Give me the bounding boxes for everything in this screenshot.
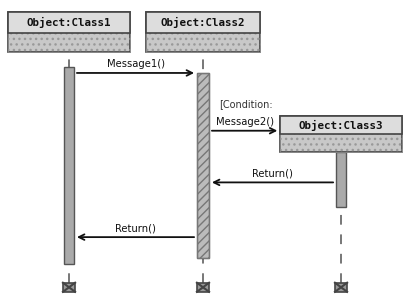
Bar xyxy=(146,12,259,52)
Text: Object:Class1: Object:Class1 xyxy=(27,17,111,28)
Bar xyxy=(196,283,209,292)
Bar xyxy=(64,67,74,264)
Text: Message1(): Message1() xyxy=(106,59,164,69)
Bar xyxy=(63,283,75,292)
Text: Return(): Return() xyxy=(115,223,156,233)
Bar xyxy=(146,12,259,33)
Text: Object:Class3: Object:Class3 xyxy=(298,119,382,130)
Text: Message2(): Message2() xyxy=(215,117,273,127)
Bar xyxy=(8,12,130,52)
Bar xyxy=(146,12,259,52)
Bar xyxy=(279,116,401,152)
Bar xyxy=(8,12,130,52)
Text: [Condition:: [Condition: xyxy=(219,99,272,109)
Bar xyxy=(8,12,130,33)
Bar xyxy=(334,283,346,292)
Bar xyxy=(196,73,209,258)
Bar xyxy=(196,73,209,258)
Text: Return(): Return() xyxy=(252,169,292,179)
Bar xyxy=(279,116,401,134)
Text: Object:Class2: Object:Class2 xyxy=(160,17,245,28)
Bar xyxy=(279,116,401,152)
Bar xyxy=(335,152,345,207)
